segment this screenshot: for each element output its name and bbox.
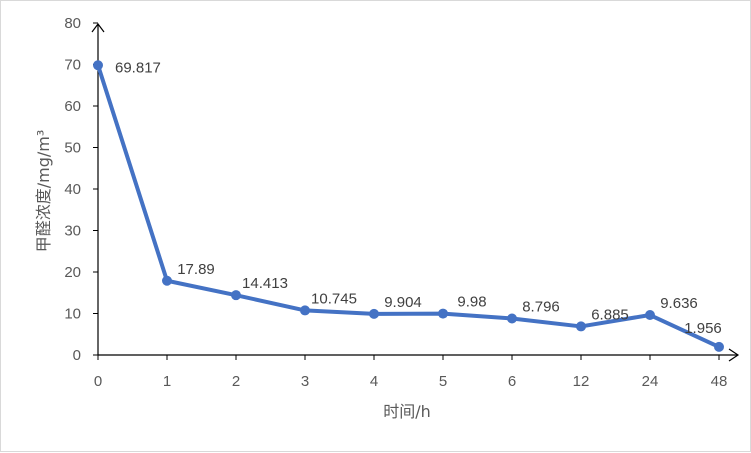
x-tick-label: 12 — [573, 373, 590, 390]
data-label: 69.817 — [115, 59, 161, 76]
data-point — [162, 275, 172, 286]
data-point — [576, 321, 586, 332]
x-axis-ticks: 0 1 2 3 4 5 6 12 24 48 — [94, 355, 728, 390]
data-label: 14.413 — [242, 275, 288, 292]
data-point — [93, 60, 103, 71]
data-label: 1.956 — [684, 320, 722, 337]
axes — [91, 23, 740, 362]
x-axis-title: 时间/h — [383, 402, 431, 421]
x-tick-label: 3 — [301, 373, 309, 390]
data-label: 9.904 — [384, 294, 422, 311]
y-tick-label: 70 — [64, 57, 81, 74]
data-label: 10.745 — [311, 290, 357, 307]
series-line — [96, 64, 720, 349]
data-point — [231, 290, 241, 301]
x-tick-label: 48 — [711, 373, 728, 390]
data-label: 6.885 — [591, 306, 629, 323]
series-line-group — [96, 64, 720, 349]
y-tick-label: 80 — [64, 15, 81, 32]
data-point — [438, 308, 448, 319]
y-tick-label: 60 — [64, 98, 81, 115]
y-axis-ticks: 0 10 20 30 40 50 60 70 80 — [64, 15, 98, 364]
y-tick-label: 0 — [73, 347, 81, 364]
data-point — [369, 308, 379, 319]
y-tick-label: 20 — [64, 264, 81, 281]
data-point — [714, 341, 724, 352]
x-tick-label: 0 — [94, 373, 102, 390]
y-tick-label: 30 — [64, 223, 81, 240]
y-tick-label: 10 — [64, 306, 81, 323]
x-tick-label: 5 — [439, 373, 447, 390]
data-point — [645, 310, 655, 321]
y-axis-title: 甲醛浓度/mg/m³ — [34, 130, 53, 253]
data-label: 8.796 — [522, 298, 560, 315]
data-label: 17.89 — [177, 261, 215, 278]
y-tick-label: 50 — [64, 140, 81, 157]
y-tick-label: 40 — [64, 181, 81, 198]
x-tick-label: 4 — [370, 373, 378, 390]
y-axis-arrow — [91, 23, 105, 33]
data-label: 9.98 — [457, 294, 486, 311]
x-axis-arrow — [728, 348, 740, 362]
data-points — [93, 60, 724, 352]
x-tick-label: 24 — [642, 373, 659, 390]
data-point — [300, 305, 310, 316]
data-label: 9.636 — [660, 295, 698, 312]
data-labels: 69.817 17.89 14.413 10.745 9.904 9.98 8.796 6.8… — [115, 59, 722, 337]
x-tick-label: 6 — [508, 373, 516, 390]
x-tick-label: 1 — [163, 373, 171, 390]
data-point — [507, 313, 517, 324]
x-tick-label: 2 — [232, 373, 240, 390]
